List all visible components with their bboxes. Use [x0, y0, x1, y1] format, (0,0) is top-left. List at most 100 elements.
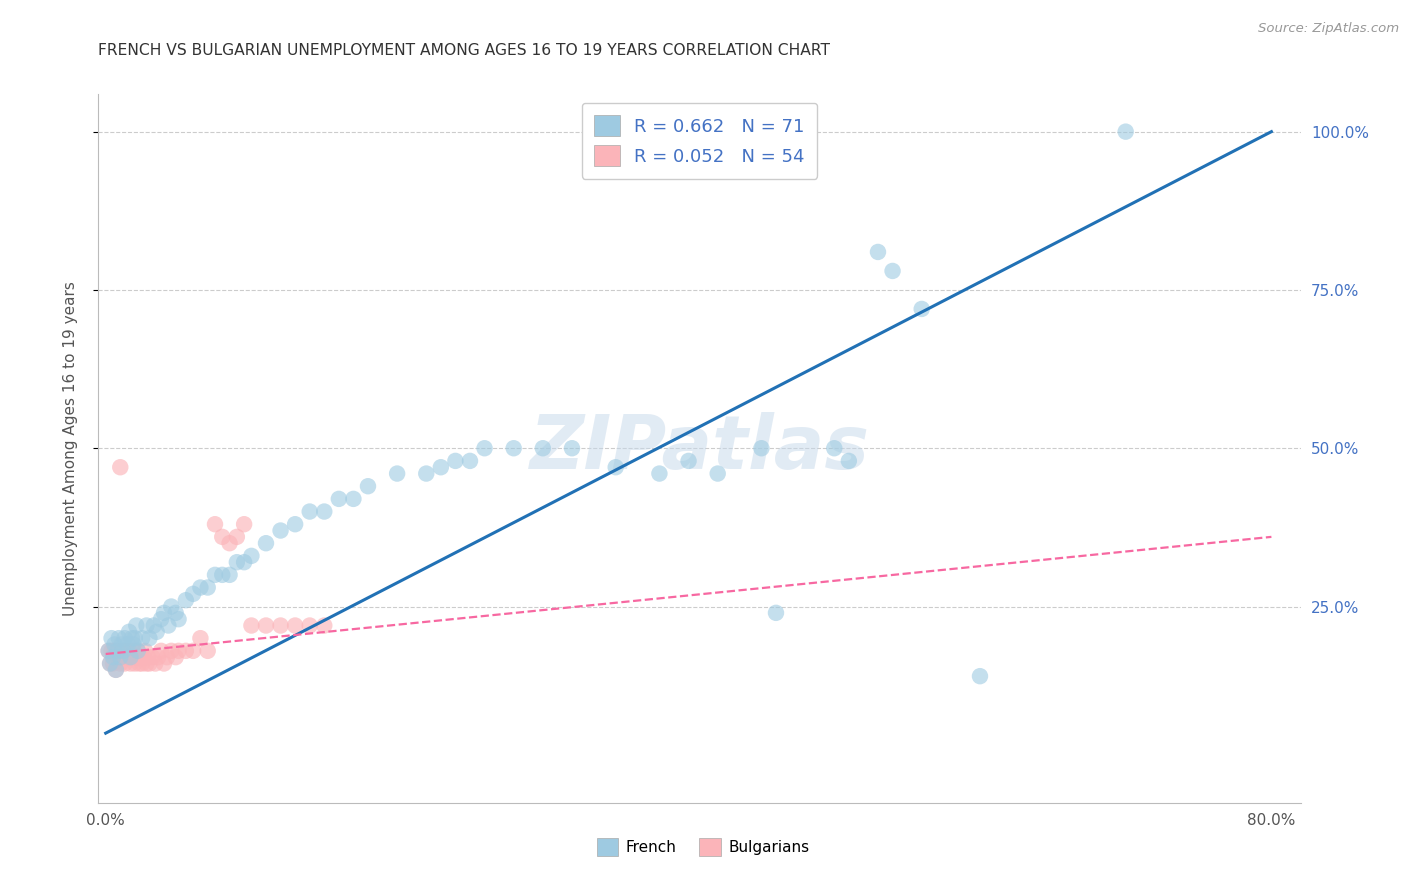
Point: [124, 631, 146, 645]
Text: ZIPatlas: ZIPatlas: [530, 412, 869, 484]
Point: [146, 650, 169, 665]
Point: [129, 650, 152, 665]
Point: [197, 644, 219, 658]
Point: [157, 618, 180, 632]
Point: [385, 467, 408, 481]
Point: [328, 491, 350, 506]
Point: [314, 504, 336, 518]
Point: [648, 467, 671, 481]
Point: [1115, 125, 1137, 139]
Point: [145, 624, 167, 639]
Point: [135, 657, 157, 671]
Point: [101, 657, 124, 671]
Point: [124, 657, 146, 671]
Point: [190, 581, 212, 595]
Point: [131, 631, 153, 645]
Point: [531, 442, 554, 456]
Point: [103, 638, 125, 652]
Point: [430, 460, 453, 475]
Point: [110, 460, 132, 475]
Point: [103, 644, 125, 658]
Point: [240, 549, 263, 563]
Point: [97, 644, 120, 658]
Point: [167, 612, 190, 626]
Point: [112, 644, 135, 658]
Point: [415, 467, 437, 481]
Point: [108, 644, 131, 658]
Point: [112, 650, 135, 665]
Point: [298, 504, 321, 518]
Point: [284, 618, 307, 632]
Point: [706, 467, 728, 481]
Point: [342, 491, 364, 506]
Point: [111, 638, 134, 652]
Point: [233, 517, 256, 532]
Point: [100, 644, 122, 658]
Point: [561, 442, 583, 456]
Point: [678, 454, 700, 468]
Point: [838, 454, 860, 468]
Point: [128, 657, 150, 671]
Point: [225, 530, 247, 544]
Point: [160, 644, 183, 658]
Point: [141, 650, 163, 665]
Point: [98, 657, 121, 671]
Point: [127, 644, 149, 658]
Point: [120, 650, 142, 665]
Point: [117, 650, 139, 665]
Point: [211, 567, 233, 582]
Point: [150, 612, 173, 626]
Point: [204, 567, 226, 582]
Point: [314, 618, 336, 632]
Point: [204, 517, 226, 532]
Point: [121, 631, 143, 645]
Point: [270, 618, 292, 632]
Point: [211, 530, 233, 544]
Point: [502, 442, 524, 456]
Point: [135, 618, 157, 632]
Point: [127, 644, 149, 658]
Point: [108, 631, 131, 645]
Point: [225, 555, 247, 569]
Point: [138, 657, 160, 671]
Point: [150, 644, 173, 658]
Point: [167, 644, 190, 658]
Point: [823, 442, 845, 456]
Text: FRENCH VS BULGARIAN UNEMPLOYMENT AMONG AGES 16 TO 19 YEARS CORRELATION CHART: FRENCH VS BULGARIAN UNEMPLOYMENT AMONG A…: [98, 43, 831, 58]
Point: [190, 631, 212, 645]
Point: [105, 644, 128, 658]
Point: [118, 624, 141, 639]
Point: [357, 479, 380, 493]
Point: [160, 599, 183, 614]
Point: [122, 644, 145, 658]
Point: [605, 460, 627, 475]
Point: [105, 650, 128, 665]
Point: [125, 618, 148, 632]
Point: [153, 657, 176, 671]
Point: [181, 644, 204, 658]
Point: [122, 638, 145, 652]
Point: [111, 644, 134, 658]
Point: [142, 618, 165, 632]
Legend: French, Bulgarians: French, Bulgarians: [591, 832, 815, 862]
Point: [882, 264, 904, 278]
Point: [197, 581, 219, 595]
Point: [165, 650, 187, 665]
Point: [254, 536, 277, 550]
Point: [233, 555, 256, 569]
Y-axis label: Unemployment Among Ages 16 to 19 years: Unemployment Among Ages 16 to 19 years: [63, 281, 77, 615]
Point: [114, 657, 136, 671]
Point: [156, 650, 179, 665]
Point: [120, 657, 142, 671]
Point: [117, 638, 139, 652]
Point: [165, 606, 187, 620]
Point: [153, 606, 176, 620]
Point: [218, 536, 240, 550]
Point: [114, 631, 136, 645]
Point: [240, 618, 263, 632]
Point: [270, 524, 292, 538]
Point: [136, 650, 159, 665]
Point: [284, 517, 307, 532]
Point: [115, 644, 138, 658]
Point: [118, 644, 141, 658]
